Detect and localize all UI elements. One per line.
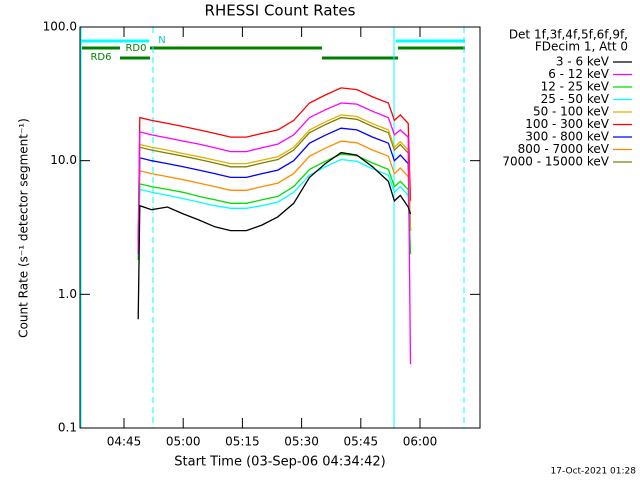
legend-label: 800 - 7000 keV — [518, 142, 610, 156]
legend-label: 12 - 25 keV — [541, 80, 610, 94]
x-tick-label: 06:00 — [403, 435, 438, 449]
legend-label: 100 - 300 keV — [525, 117, 609, 131]
legend-label: 300 - 800 keV — [525, 130, 609, 144]
x-tick-label: 05:45 — [344, 435, 379, 449]
legend-label: 3 - 6 keV — [556, 55, 610, 69]
legend-title: FDecim 1, Att 0 — [535, 40, 628, 54]
y-tick-label: 0.1 — [58, 421, 77, 435]
legend-label: 7000 - 15000 keV — [502, 155, 609, 169]
series-line — [137, 153, 412, 261]
y-axis-label: Count Rate (s⁻¹ detector segment⁻¹) — [17, 118, 31, 338]
series-line — [137, 127, 412, 249]
series-line — [137, 114, 412, 255]
annotation: RD0 — [125, 43, 146, 54]
annotation-bg — [149, 35, 175, 45]
legend-label: 25 - 50 keV — [541, 92, 610, 106]
state-bars — [80, 39, 465, 60]
annotation-bg — [88, 52, 114, 62]
series-line — [137, 87, 412, 242]
x-tick-label: 05:15 — [225, 435, 260, 449]
x-tick-label: 04:45 — [107, 435, 142, 449]
x-tick-label: 05:30 — [284, 435, 319, 449]
x-tick-label: 05:00 — [166, 435, 201, 449]
annotation: RD6 — [90, 52, 111, 63]
series-line — [137, 158, 412, 255]
y-tick-label: 10.0 — [50, 153, 77, 167]
legend-label: 50 - 100 keV — [533, 105, 610, 119]
y-tick-label: 100.0 — [43, 20, 77, 34]
legend-title: Det 1f,3f,4f,5f,6f,9f, — [509, 28, 628, 42]
chart-title: RHESSI Count Rates — [205, 2, 356, 20]
legend-label: 6 - 12 keV — [548, 67, 610, 81]
x-axis-label: Start Time (03-Sep-06 04:34:42) — [174, 455, 385, 470]
timestamp: 17-Oct-2021 01:28 — [551, 467, 637, 477]
plot-frame — [79, 26, 481, 429]
series-line — [137, 116, 412, 255]
series-line — [137, 140, 412, 255]
series-line — [137, 151, 412, 320]
y-tick-label: 1.0 — [58, 287, 77, 301]
series-line — [137, 102, 412, 365]
markers — [80, 27, 465, 428]
annotation: N — [158, 35, 165, 46]
plot-lines — [137, 87, 412, 365]
annotation-bg — [123, 43, 149, 53]
